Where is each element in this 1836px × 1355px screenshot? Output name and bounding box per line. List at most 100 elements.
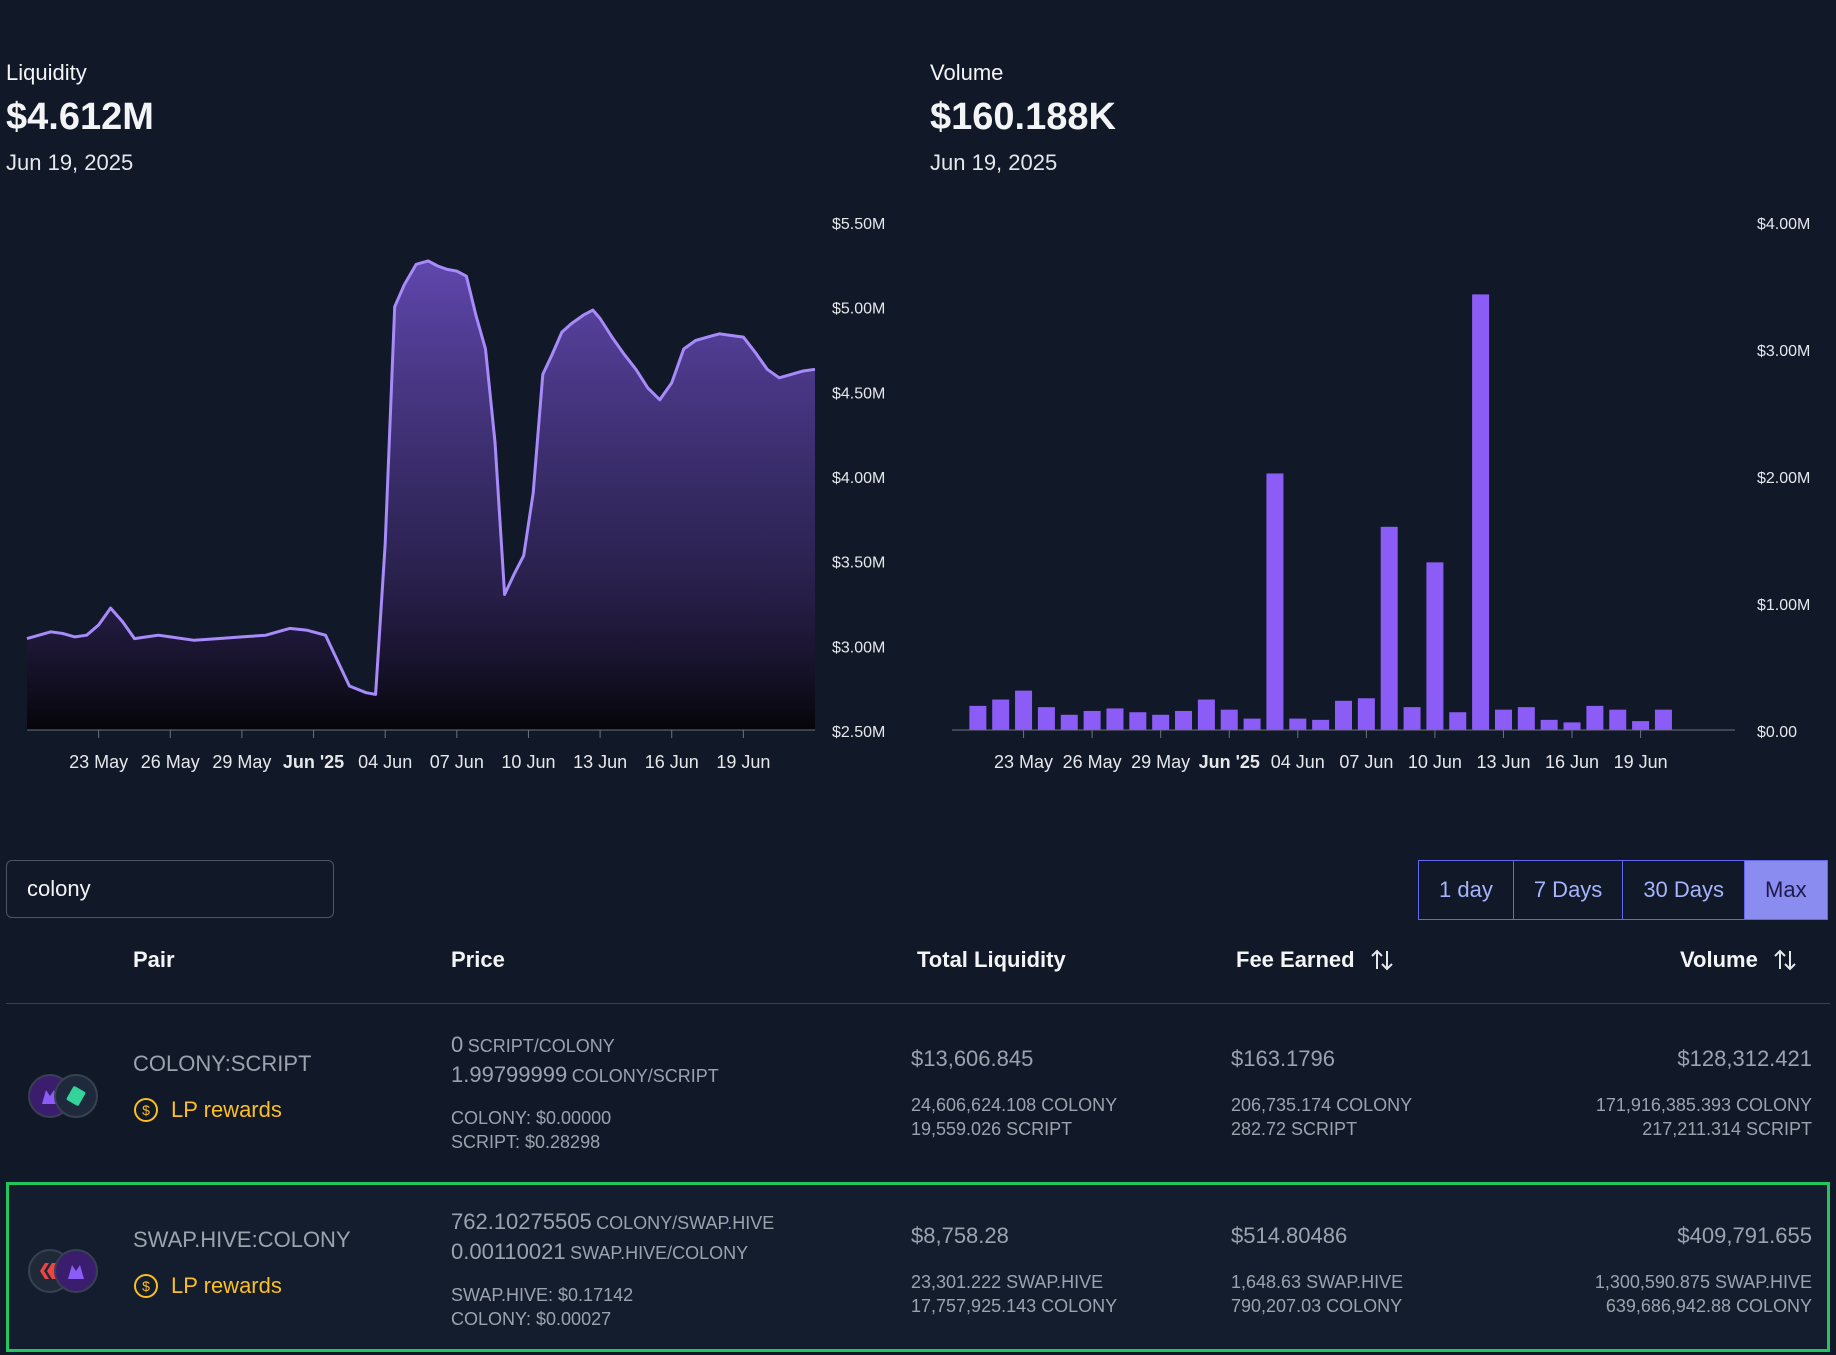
lp-rewards-badge[interactable]: $ LP rewards — [133, 1273, 282, 1299]
dollar-coin-icon: $ — [134, 1098, 158, 1122]
y-tick-label: $1.00M — [1757, 597, 1810, 614]
pair-logo — [28, 1074, 98, 1118]
volume-bar[interactable] — [1037, 707, 1055, 730]
fee-token-a: 206,735.174 COLONY — [1231, 1095, 1413, 1115]
range-7-days-button[interactable]: 7 Days — [1513, 860, 1624, 920]
volume-bar[interactable] — [1632, 721, 1650, 730]
volume-bar[interactable] — [1220, 709, 1238, 730]
fee-usd: $163.1796 — [1231, 1046, 1335, 1071]
volume-bar[interactable] — [1129, 712, 1147, 730]
volume-value: $160.188K — [930, 96, 1116, 138]
volume-bar[interactable] — [1403, 707, 1421, 730]
volume-bar[interactable] — [1609, 709, 1627, 730]
volume-token-b: 639,686,942.88 COLONY — [1605, 1296, 1812, 1316]
time-range-selector: 1 day 7 Days 30 Days Max — [1418, 860, 1828, 920]
volume-bar[interactable] — [1015, 690, 1033, 730]
price-unit: COLONY/SCRIPT — [571, 1066, 719, 1086]
volume-bar[interactable] — [1517, 707, 1535, 730]
volume-bar[interactable] — [1060, 714, 1078, 730]
volume-bar[interactable] — [1449, 712, 1467, 730]
pair-name[interactable]: SWAP.HIVE:COLONY — [133, 1227, 351, 1252]
y-tick-label: $4.50M — [832, 385, 885, 402]
table-row[interactable]: COLONY:SCRIPT $ LP rewards 0 SCRIPT/COLO… — [6, 1004, 1830, 1180]
volume-bar[interactable] — [1563, 722, 1581, 730]
volume-bar[interactable] — [1289, 718, 1307, 730]
volume-bar[interactable] — [1106, 708, 1124, 730]
pair-name[interactable]: COLONY:SCRIPT — [133, 1051, 312, 1076]
liquidity-token-a: 23,301.222 SWAP.HIVE — [911, 1272, 1104, 1292]
y-tick-label: $3.00M — [1757, 343, 1810, 360]
volume-bar[interactable] — [1312, 719, 1330, 730]
x-tick-label: 13 Jun — [573, 752, 627, 772]
liquidity-chart[interactable]: 23 May 26 May 29 May Jun '25 04 Jun 07 Jun 10 … — [0, 200, 920, 780]
price-line-2: 1.99799999 COLONY/SCRIPT — [451, 1062, 719, 1088]
volume-bar[interactable] — [1335, 700, 1352, 730]
volume-bar[interactable] — [1152, 714, 1170, 730]
liquidity-token-a: 24,606,624.108 COLONY — [911, 1095, 1118, 1115]
y-tick-label: $5.00M — [832, 301, 885, 318]
price-line-1: 0 SCRIPT/COLONY — [451, 1032, 615, 1058]
price-value: 0.00110021 — [451, 1239, 566, 1264]
volume-bar[interactable] — [1380, 526, 1398, 730]
header-total-liquidity: Total Liquidity — [917, 947, 1066, 972]
y-tick-label: $4.00M — [1757, 216, 1810, 233]
volume-bar[interactable] — [1654, 709, 1672, 730]
volume-bar[interactable] — [969, 705, 987, 730]
volume-bar[interactable] — [1357, 698, 1375, 730]
header-volume[interactable]: Volume — [1680, 947, 1798, 973]
header-volume-label: Volume — [1680, 947, 1758, 972]
header-fee-earned[interactable]: Fee Earned — [1236, 947, 1395, 973]
svg-text:$: $ — [142, 1278, 150, 1294]
lp-rewards-badge[interactable]: $ LP rewards — [133, 1097, 282, 1123]
usd-price-a: COLONY: $0.00000 — [451, 1108, 612, 1128]
y-tick-label: $3.50M — [832, 555, 885, 572]
volume-bar[interactable] — [1472, 294, 1490, 730]
volume-date: Jun 19, 2025 — [930, 150, 1058, 175]
volume-bar[interactable] — [1266, 473, 1284, 730]
sort-icon[interactable] — [1369, 947, 1395, 973]
liquidity-line — [26, 259, 816, 696]
pair-logo — [28, 1249, 98, 1293]
range-1-day-button[interactable]: 1 day — [1418, 860, 1514, 920]
x-tick-label: Jun '25 — [1199, 752, 1260, 772]
script-token-icon — [54, 1074, 98, 1118]
x-tick-label: 10 Jun — [1408, 752, 1462, 772]
volume-bar[interactable] — [1426, 562, 1444, 730]
y-tick-label: $3.00M — [832, 639, 885, 656]
volume-bar[interactable] — [1540, 719, 1558, 730]
svg-text:$: $ — [142, 1102, 150, 1118]
volume-bar[interactable] — [1494, 709, 1512, 730]
range-30-days-button[interactable]: 30 Days — [1623, 860, 1746, 920]
usd-price-b: COLONY: $0.00027 — [451, 1309, 612, 1329]
y-tick-label: $2.00M — [1757, 470, 1810, 487]
volume-bar[interactable] — [1175, 710, 1193, 730]
volume-bar[interactable] — [1083, 710, 1101, 730]
fee-token-b: 282.72 SCRIPT — [1231, 1119, 1358, 1139]
sort-icon[interactable] — [1772, 947, 1798, 973]
volume-usd: $409,791.655 — [1677, 1223, 1812, 1248]
price-value: 762.10275505 — [451, 1209, 592, 1234]
price-value: 0 — [451, 1032, 464, 1057]
range-max-button[interactable]: Max — [1745, 860, 1828, 920]
price-line-2: 0.00110021 SWAP.HIVE/COLONY — [451, 1239, 748, 1265]
header-fee-earned-label: Fee Earned — [1236, 947, 1355, 972]
volume-chart[interactable]: 23 May 26 May 29 May Jun '25 04 Jun 07 Jun 10 … — [920, 200, 1836, 780]
volume-bar[interactable] — [1586, 705, 1604, 730]
y-tick-label: $5.50M — [832, 216, 885, 233]
search-input[interactable] — [6, 860, 334, 918]
volume-token-a: 1,300,590.875 SWAP.HIVE — [1594, 1272, 1812, 1292]
table-row-highlighted[interactable]: SWAP.HIVE:COLONY $ LP rewards 762.102755… — [6, 1182, 1830, 1352]
volume-usd: $128,312.421 — [1677, 1046, 1812, 1071]
x-tick-label: 29 May — [1131, 752, 1190, 772]
x-tick-label: Jun '25 — [283, 752, 344, 772]
colony-token-icon — [54, 1249, 98, 1293]
header-divider — [6, 1003, 1830, 1004]
y-tick-label: $2.50M — [832, 724, 885, 741]
volume-bar[interactable] — [1197, 699, 1215, 730]
volume-bar[interactable] — [992, 699, 1010, 730]
fee-token-a: 1,648.63 SWAP.HIVE — [1231, 1272, 1404, 1292]
dollar-coin-icon: $ — [134, 1274, 158, 1298]
volume-bar[interactable] — [1243, 718, 1261, 730]
price-value: 1.99799999 — [451, 1062, 568, 1087]
y-tick-label: $4.00M — [832, 470, 885, 487]
